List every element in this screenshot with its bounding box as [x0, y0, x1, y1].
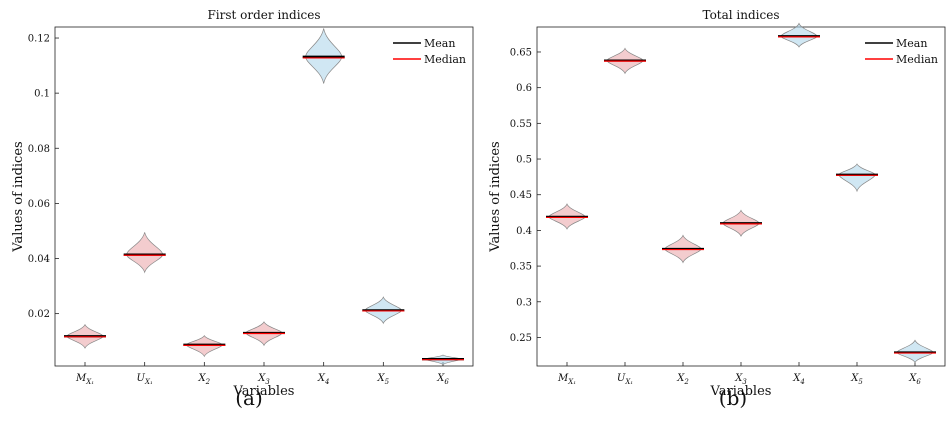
plot-frame — [54, 26, 474, 367]
legend-label-mean: Mean — [896, 37, 927, 50]
x-tick-label: UX₁ — [137, 373, 153, 386]
y-tick-label: 0.1 — [34, 89, 50, 100]
x-axis-label: Variables — [233, 384, 295, 399]
legend-label-mean: Mean — [424, 37, 455, 50]
x-tick-label: MX₁ — [557, 373, 576, 386]
y-tick-label: 0.12 — [28, 34, 50, 45]
y-axis-label: Values of indices — [488, 141, 503, 252]
y-axis-label: Values of indices — [11, 141, 26, 252]
y-tick-label: 0.02 — [28, 309, 50, 320]
x-tick-label: UX₁ — [617, 373, 633, 386]
y-tick-label: 0.65 — [510, 47, 532, 58]
violin-2 — [126, 232, 164, 274]
x-tick-label: X5 — [850, 373, 863, 386]
x-tick-label: X5 — [377, 373, 390, 386]
y-tick-label: 0.45 — [510, 190, 532, 201]
y-tick-label: 0.6 — [516, 83, 532, 94]
y-tick-label: 0.06 — [28, 199, 50, 210]
x-tick-label: X4 — [792, 373, 805, 386]
violin-6 — [838, 163, 876, 193]
x-axis-label: Variables — [710, 384, 772, 399]
y-tick-label: 0.08 — [28, 144, 50, 155]
chart-title: First order indices — [207, 8, 320, 22]
legend-label-median: Median — [424, 53, 466, 66]
legend-label-median: Median — [896, 53, 938, 66]
x-tick-label: X2 — [676, 373, 689, 386]
panel-caption: (b) — [719, 386, 747, 410]
x-tick-label: MX₁ — [75, 373, 94, 386]
y-tick-label: 0.35 — [510, 262, 532, 273]
y-tick-label: 0.3 — [516, 297, 532, 308]
y-tick-label: 0.55 — [510, 119, 532, 130]
y-tick-label: 0.5 — [516, 155, 532, 166]
x-tick-label: X6 — [436, 373, 449, 386]
x-tick-label: X4 — [317, 373, 330, 386]
chart-title: Total indices — [703, 8, 780, 22]
panel-1: First order indices 0.02 0.04 0.06 0.08 0.1 0.… — [11, 8, 474, 410]
x-tick-label: X6 — [908, 373, 921, 386]
panel-2: Total indices 0.25 0.3 0.35 0.4 0.45 0.5 0.55 0.… — [488, 8, 946, 410]
y-tick-label: 0.04 — [28, 254, 50, 265]
violin-3 — [185, 335, 223, 358]
panel-caption: (a) — [235, 386, 263, 410]
plot-frame — [536, 26, 946, 367]
y-tick-label: 0.4 — [516, 226, 532, 237]
x-tick-label: X2 — [198, 373, 211, 386]
y-tick-label: 0.25 — [510, 333, 532, 344]
